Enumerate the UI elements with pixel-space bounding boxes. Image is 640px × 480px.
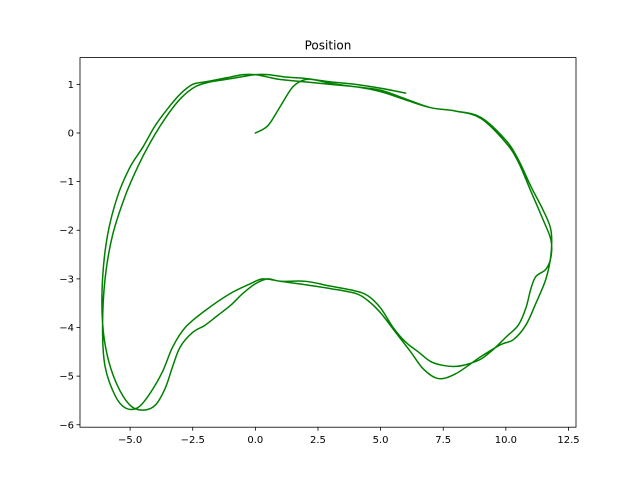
y-tick-label: −6 — [59, 420, 74, 431]
chart-title: Position — [305, 39, 352, 53]
y-tick-label: −5 — [59, 372, 74, 383]
position-trajectory-line — [101, 73, 553, 411]
y-tick-label: −3 — [59, 274, 74, 285]
y-tick-label: −4 — [59, 323, 74, 334]
x-axis-ticks: −5.0 −2.5 0.0 2.5 5.0 7.5 10.0 12.5 — [118, 427, 580, 446]
plot-content — [101, 73, 553, 411]
x-tick-label: 5.0 — [373, 435, 389, 446]
y-tick-label: −1 — [59, 177, 74, 188]
x-tick-label: 10.0 — [495, 435, 517, 446]
x-tick-label: −2.5 — [181, 435, 205, 446]
y-tick-label: 1 — [68, 80, 74, 91]
axes-frame — [79, 57, 577, 428]
y-axis-ticks: −6 −5 −4 −3 −2 −1 0 1 — [59, 80, 80, 431]
y-tick-label: −2 — [59, 226, 74, 237]
x-tick-label: 2.5 — [310, 435, 326, 446]
x-tick-label: 7.5 — [435, 435, 451, 446]
x-tick-label: 0.0 — [247, 435, 263, 446]
x-tick-label: −5.0 — [118, 435, 142, 446]
y-tick-label: 0 — [68, 128, 74, 139]
x-tick-label: 12.5 — [557, 435, 579, 446]
